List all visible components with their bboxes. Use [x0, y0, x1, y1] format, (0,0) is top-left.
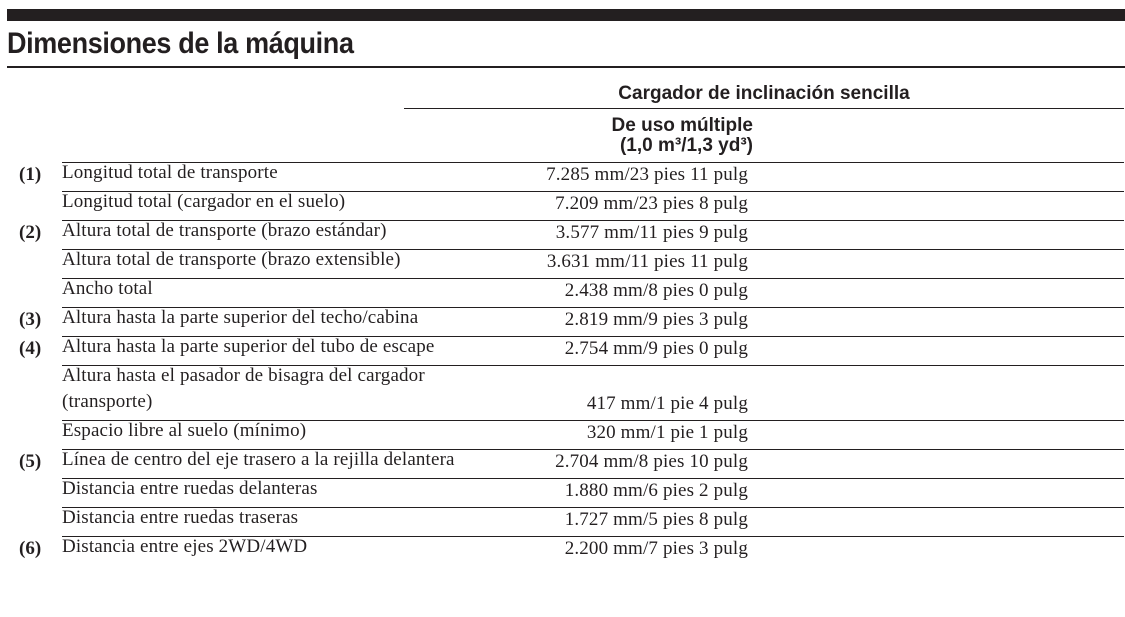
row-label-line2: (transporte)	[62, 391, 153, 412]
row-value: 2.200 mm/7 pies 3 pulg	[564, 538, 748, 559]
table-row: Distancia entre ruedas traseras 1.727 mm…	[0, 507, 1125, 537]
row-value: 7.285 mm/23 pies 11 pulg	[546, 164, 748, 185]
row-label: Distancia entre ruedas delanteras	[62, 478, 318, 499]
column-group-header: Cargador de inclinación sencilla	[618, 83, 910, 104]
top-bar	[7, 9, 1125, 21]
table-row: Altura hasta el pasador de bisagra del c…	[0, 363, 1125, 421]
row-rule	[62, 191, 1124, 192]
row-number: (5)	[19, 451, 42, 472]
row-label: Altura hasta la parte superior del tubo …	[62, 336, 435, 357]
column-header-line1: De uso múltiple	[611, 115, 753, 136]
table-row: (1) Longitud total de transporte 7.285 m…	[0, 162, 1125, 192]
row-value: 2.754 mm/9 pies 0 pulg	[564, 338, 748, 359]
row-label: Espacio libre al suelo (mínimo)	[62, 420, 307, 441]
row-rule	[62, 449, 1124, 450]
row-label-line1: Altura hasta el pasador de bisagra del c…	[62, 365, 425, 386]
table-row: Altura total de transporte (brazo extens…	[0, 249, 1125, 279]
column-header-line2: (1,0 m³/1,3 yd³)	[619, 135, 753, 156]
row-label: Distancia entre ruedas traseras	[62, 507, 299, 528]
table-row: (4) Altura hasta la parte superior del t…	[0, 336, 1125, 366]
row-label: Ancho total	[62, 278, 153, 299]
row-value: 3.577 mm/11 pies 9 pulg	[555, 222, 748, 243]
row-number: (3)	[19, 309, 42, 330]
column-header: De uso múltiple (1,0 m³/1,3 yd³)	[583, 116, 753, 156]
table-row: Ancho total 2.438 mm/8 pies 0 pulg	[0, 278, 1125, 308]
row-label: Altura hasta el pasador de bisagra del c…	[62, 363, 425, 415]
table-row: (6) Distancia entre ejes 2WD/4WD 2.200 m…	[0, 536, 1125, 566]
row-number: (1)	[19, 164, 42, 185]
row-rule	[62, 420, 1124, 421]
row-value: 2.819 mm/9 pies 3 pulg	[564, 309, 748, 330]
row-value: 2.438 mm/8 pies 0 pulg	[564, 280, 748, 301]
row-rule	[62, 365, 1124, 366]
row-value: 1.880 mm/6 pies 2 pulg	[564, 480, 748, 501]
header-rule	[62, 162, 1124, 163]
row-rule	[62, 278, 1124, 279]
table-row: Distancia entre ruedas delanteras 1.880 …	[0, 478, 1125, 508]
row-rule	[62, 478, 1124, 479]
table-row: Longitud total (cargador en el suelo) 7.…	[0, 191, 1125, 221]
row-label: Altura total de transporte (brazo extens…	[62, 249, 401, 270]
row-number: (4)	[19, 338, 42, 359]
row-label: Distancia entre ejes 2WD/4WD	[62, 536, 308, 557]
row-value: 3.631 mm/11 pies 11 pulg	[546, 251, 748, 272]
table-row: (5) Línea de centro del eje trasero a la…	[0, 449, 1125, 479]
row-rule	[62, 536, 1124, 537]
row-value: 417 mm/1 pie 4 pulg	[586, 393, 748, 414]
row-label: Longitud total de transporte	[62, 162, 278, 183]
table-row: (2) Altura total de transporte (brazo es…	[0, 220, 1125, 250]
column-group-rule	[404, 108, 1124, 109]
page-title: Dimensiones de la máquina	[7, 27, 354, 60]
dimensions-table: (1) Longitud total de transporte 7.285 m…	[0, 162, 1125, 566]
row-rule	[62, 249, 1124, 250]
table-row: (3) Altura hasta la parte superior del t…	[0, 307, 1125, 337]
row-label: Altura hasta la parte superior del techo…	[62, 307, 419, 328]
title-rule	[7, 66, 1125, 68]
row-value: 7.209 mm/23 pies 8 pulg	[555, 193, 748, 214]
row-rule	[62, 336, 1124, 337]
row-value: 320 mm/1 pie 1 pulg	[586, 422, 748, 443]
row-label: Altura total de transporte (brazo estánd…	[62, 220, 387, 241]
row-rule	[62, 507, 1124, 508]
row-rule	[62, 307, 1124, 308]
table-row: Espacio libre al suelo (mínimo) 320 mm/1…	[0, 420, 1125, 450]
row-label: Longitud total (cargador en el suelo)	[62, 191, 346, 212]
row-number: (2)	[19, 222, 42, 243]
row-value: 2.704 mm/8 pies 10 pulg	[555, 451, 748, 472]
row-rule	[62, 220, 1124, 221]
row-number: (6)	[19, 538, 42, 559]
row-label: Línea de centro del eje trasero a la rej…	[62, 449, 455, 470]
row-value: 1.727 mm/5 pies 8 pulg	[564, 509, 748, 530]
